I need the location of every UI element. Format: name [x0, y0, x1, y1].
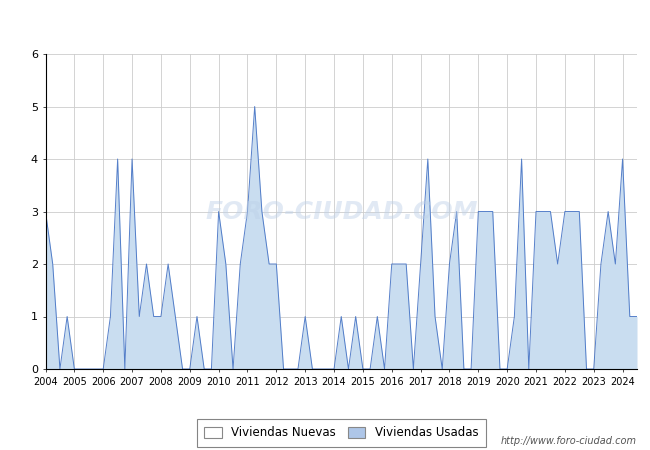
- Text: Riello - Evolucion del Nº de Transacciones Inmobiliarias: Riello - Evolucion del Nº de Transaccion…: [123, 13, 527, 28]
- Legend: Viviendas Nuevas, Viviendas Usadas: Viviendas Nuevas, Viviendas Usadas: [197, 419, 486, 446]
- Text: http://www.foro-ciudad.com: http://www.foro-ciudad.com: [501, 436, 637, 446]
- Text: FORO-CIUDAD.COM: FORO-CIUDAD.COM: [205, 199, 478, 224]
